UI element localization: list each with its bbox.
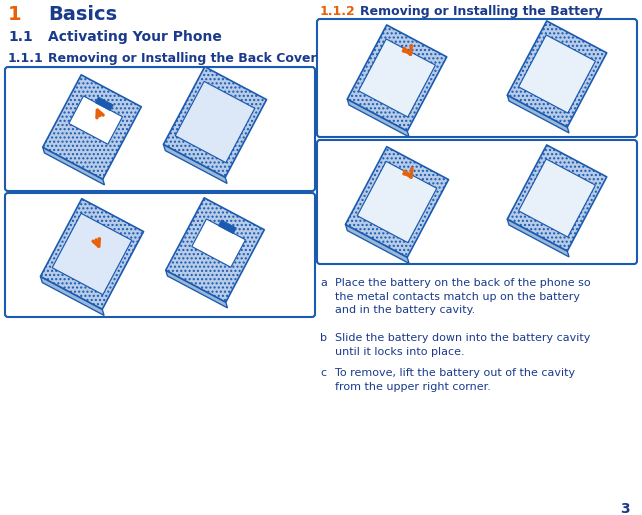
Text: Basics: Basics [48,5,117,24]
Polygon shape [519,159,595,237]
Polygon shape [347,99,409,137]
Polygon shape [175,81,255,163]
Polygon shape [345,147,449,258]
Text: Activating Your Phone: Activating Your Phone [48,30,222,44]
Text: 1.1.1: 1.1.1 [8,52,44,65]
Text: a: a [320,278,327,288]
Text: Removing or Installing the Back Cover: Removing or Installing the Back Cover [48,52,317,65]
Text: c: c [320,368,326,378]
Polygon shape [507,219,569,257]
Text: 1.1.2: 1.1.2 [320,5,356,18]
Text: Removing or Installing the Battery: Removing or Installing the Battery [360,5,603,18]
Polygon shape [164,67,266,177]
Polygon shape [359,39,435,117]
Polygon shape [347,25,447,131]
Polygon shape [40,277,104,316]
Polygon shape [166,198,265,302]
FancyBboxPatch shape [5,67,315,191]
Text: Place the battery on the back of the phone so
the metal contacts match up on the: Place the battery on the back of the pho… [335,278,591,315]
FancyBboxPatch shape [317,140,637,264]
Polygon shape [345,225,409,264]
Text: b: b [320,333,327,343]
FancyBboxPatch shape [317,19,637,137]
Polygon shape [519,35,595,113]
Text: 1: 1 [8,5,22,24]
Polygon shape [95,97,114,111]
Polygon shape [43,147,105,185]
Text: 3: 3 [620,502,630,515]
Polygon shape [166,270,227,308]
Polygon shape [69,96,123,144]
Polygon shape [357,161,437,243]
Polygon shape [52,213,132,295]
Polygon shape [507,95,569,133]
Text: 1.1: 1.1 [8,30,33,44]
Polygon shape [507,21,607,127]
FancyBboxPatch shape [5,193,315,317]
Polygon shape [192,219,245,267]
Text: Slide the battery down into the battery cavity
until it locks into place.: Slide the battery down into the battery … [335,333,591,356]
Polygon shape [164,144,227,183]
Polygon shape [507,145,607,251]
Polygon shape [43,75,141,179]
Polygon shape [218,220,236,234]
Text: To remove, lift the battery out of the cavity
from the upper right corner.: To remove, lift the battery out of the c… [335,368,575,391]
Polygon shape [40,199,144,310]
